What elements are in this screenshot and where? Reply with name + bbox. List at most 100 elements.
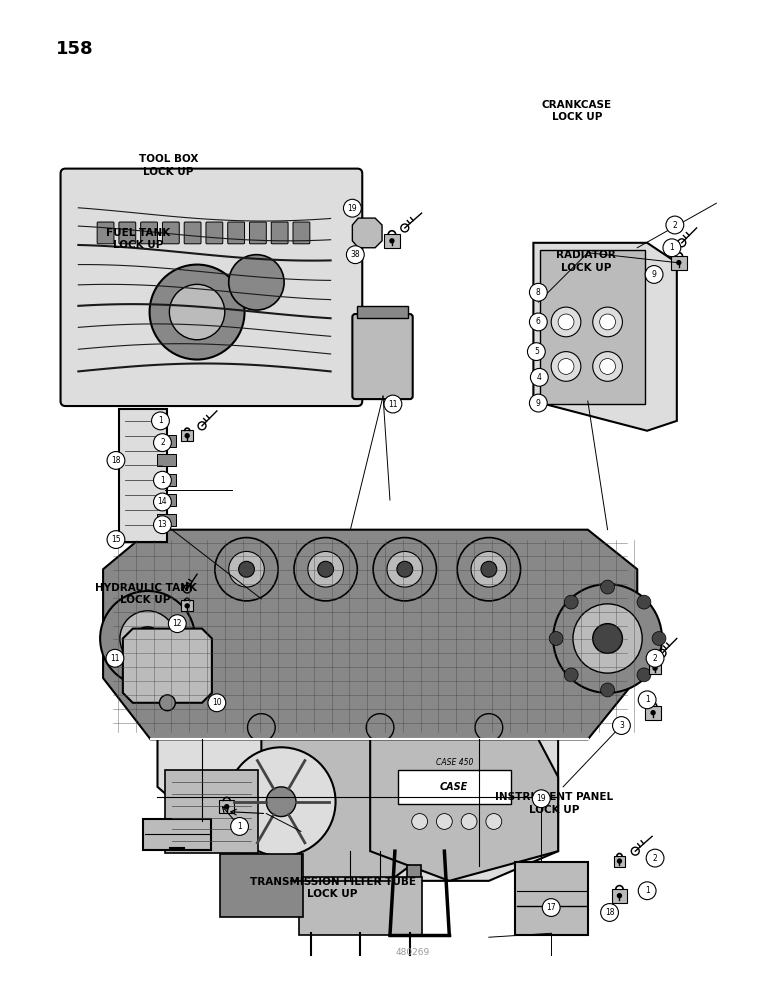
- Circle shape: [663, 239, 681, 257]
- Circle shape: [558, 359, 574, 374]
- FancyBboxPatch shape: [384, 234, 400, 248]
- Circle shape: [185, 434, 189, 438]
- Text: 19: 19: [347, 204, 357, 213]
- Circle shape: [551, 307, 581, 337]
- Circle shape: [344, 199, 361, 217]
- Circle shape: [530, 283, 547, 301]
- Circle shape: [542, 899, 560, 916]
- Circle shape: [294, 538, 357, 601]
- Polygon shape: [262, 739, 429, 881]
- Text: 1: 1: [645, 886, 649, 895]
- Text: 15: 15: [111, 535, 120, 544]
- FancyBboxPatch shape: [352, 314, 413, 399]
- Circle shape: [318, 561, 334, 577]
- FancyBboxPatch shape: [97, 222, 114, 244]
- Circle shape: [229, 551, 264, 587]
- FancyBboxPatch shape: [357, 306, 408, 318]
- Circle shape: [637, 668, 651, 682]
- Circle shape: [185, 604, 189, 608]
- Circle shape: [248, 714, 275, 741]
- Polygon shape: [352, 218, 382, 248]
- FancyBboxPatch shape: [407, 865, 421, 936]
- Text: 1: 1: [645, 695, 649, 704]
- Text: 10: 10: [212, 698, 222, 707]
- FancyBboxPatch shape: [645, 706, 661, 720]
- Circle shape: [593, 307, 622, 337]
- Circle shape: [558, 314, 574, 330]
- Text: 12: 12: [172, 619, 182, 628]
- Text: 3: 3: [619, 721, 624, 730]
- FancyBboxPatch shape: [119, 409, 168, 542]
- FancyBboxPatch shape: [165, 770, 259, 853]
- Circle shape: [600, 359, 615, 374]
- Circle shape: [151, 412, 169, 430]
- Circle shape: [208, 694, 225, 712]
- Circle shape: [215, 538, 278, 601]
- Text: 17: 17: [547, 903, 556, 912]
- Text: 1: 1: [669, 243, 674, 252]
- FancyBboxPatch shape: [157, 474, 176, 486]
- Text: 1: 1: [237, 822, 242, 831]
- FancyBboxPatch shape: [398, 770, 510, 804]
- Circle shape: [471, 551, 506, 587]
- FancyBboxPatch shape: [271, 222, 288, 244]
- Circle shape: [229, 255, 284, 310]
- Circle shape: [373, 538, 436, 601]
- Circle shape: [601, 580, 615, 594]
- Circle shape: [564, 668, 578, 682]
- Text: 1: 1: [158, 416, 163, 425]
- Circle shape: [551, 352, 581, 381]
- Circle shape: [227, 747, 336, 856]
- Circle shape: [600, 314, 615, 330]
- Circle shape: [564, 595, 578, 609]
- Circle shape: [231, 818, 249, 835]
- Circle shape: [168, 615, 186, 633]
- Circle shape: [390, 239, 394, 243]
- Circle shape: [651, 711, 655, 715]
- Circle shape: [384, 395, 402, 413]
- Circle shape: [666, 216, 684, 234]
- Circle shape: [411, 814, 428, 829]
- Circle shape: [154, 471, 171, 489]
- Text: 11: 11: [110, 654, 120, 663]
- Circle shape: [646, 849, 664, 867]
- Circle shape: [150, 265, 245, 360]
- Polygon shape: [123, 629, 212, 703]
- FancyBboxPatch shape: [228, 222, 245, 244]
- Circle shape: [593, 352, 622, 381]
- Circle shape: [136, 627, 160, 650]
- FancyBboxPatch shape: [219, 800, 234, 813]
- Circle shape: [154, 434, 171, 452]
- Circle shape: [653, 666, 657, 670]
- Polygon shape: [103, 530, 637, 739]
- Circle shape: [397, 561, 413, 577]
- Circle shape: [366, 714, 394, 741]
- Circle shape: [169, 284, 225, 340]
- Circle shape: [486, 814, 502, 829]
- Text: CASE 450: CASE 450: [435, 758, 473, 767]
- FancyBboxPatch shape: [157, 435, 176, 447]
- Circle shape: [554, 584, 662, 693]
- Circle shape: [618, 894, 621, 898]
- Circle shape: [593, 624, 622, 653]
- Circle shape: [154, 516, 171, 534]
- Circle shape: [652, 632, 666, 645]
- Circle shape: [457, 538, 520, 601]
- Text: 13: 13: [157, 520, 168, 529]
- FancyBboxPatch shape: [181, 600, 193, 611]
- FancyBboxPatch shape: [119, 222, 136, 244]
- FancyBboxPatch shape: [614, 856, 625, 867]
- Text: 5: 5: [534, 347, 539, 356]
- FancyBboxPatch shape: [157, 494, 176, 506]
- FancyBboxPatch shape: [157, 514, 176, 526]
- Circle shape: [225, 805, 229, 809]
- Circle shape: [533, 790, 550, 808]
- Circle shape: [527, 343, 545, 361]
- Text: 8: 8: [536, 288, 540, 297]
- Circle shape: [618, 859, 621, 863]
- FancyBboxPatch shape: [649, 663, 661, 674]
- Text: 19: 19: [537, 794, 546, 803]
- FancyBboxPatch shape: [143, 819, 211, 850]
- Circle shape: [646, 649, 664, 667]
- FancyBboxPatch shape: [249, 222, 266, 244]
